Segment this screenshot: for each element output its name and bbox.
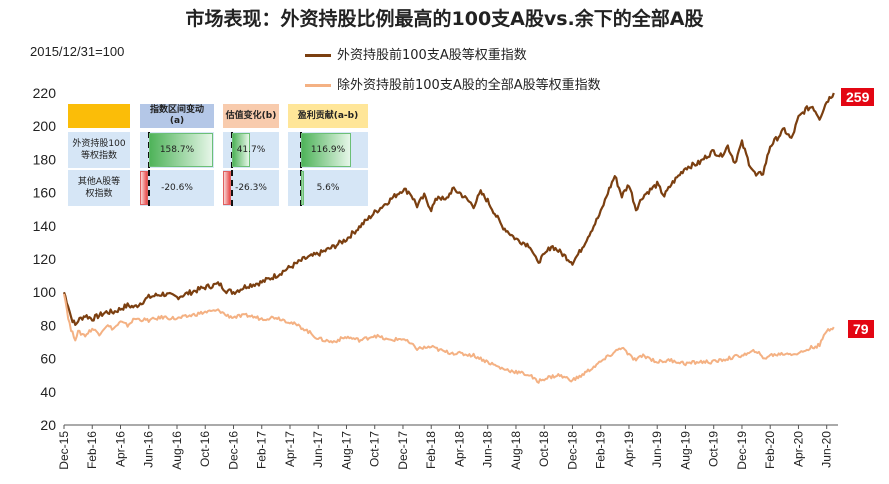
table-bar-other-b (223, 171, 231, 205)
table-cell-foreign-b: 41.7% (223, 132, 279, 168)
x-tick-label: Dec-16 (226, 431, 240, 470)
y-tick-label: 60 (40, 351, 56, 367)
table-value-other-ab: 5.6% (316, 183, 340, 193)
series-line-other-a-shares (63, 293, 835, 384)
x-tick-label: Jun-19 (650, 431, 664, 468)
y-tick-label: 100 (33, 284, 57, 300)
table-bar-foreign-b (232, 133, 250, 167)
x-tick-label: Dec-19 (735, 431, 749, 470)
table-header-a: 指数区间变动 (a) (140, 104, 214, 128)
x-tick-label: Dec-18 (565, 431, 579, 470)
x-tick-label: Jun-18 (481, 431, 495, 468)
y-tick-label: 40 (40, 384, 56, 400)
table-value-other-a: -20.6% (161, 183, 193, 193)
table-cell-other-ab: 5.6% (288, 170, 368, 206)
y-tick-label: 140 (33, 218, 57, 234)
table-header-b: 估值变化(b) (223, 104, 279, 128)
x-tick-label: Aug-19 (678, 431, 692, 470)
x-tick-label: Feb-20 (763, 431, 777, 469)
x-tick-label: Apr-16 (113, 431, 127, 467)
table-value-foreign-b: 41.7% (236, 145, 266, 155)
legend-item-series1: 外资持股前100支A股等权重指数 (305, 44, 527, 63)
y-tick-label: 80 (40, 317, 56, 333)
x-tick-label: Feb-19 (594, 431, 608, 469)
table-row-label-other: 其他A股等 权指数 (68, 170, 130, 206)
y-tick-label: 220 (33, 85, 57, 101)
table-cell-foreign-a: 158.7% (140, 132, 214, 168)
x-tick-label: Feb-18 (424, 431, 438, 469)
chart-title: 市场表现：外资持股比例最高的100支A股vs.余下的全部A股 (185, 8, 704, 30)
table-bar-other-ab (301, 171, 304, 205)
y-tick-label: 120 (33, 251, 57, 267)
x-tick-label: Oct-19 (707, 431, 721, 467)
x-tick-label: Apr-19 (622, 431, 636, 467)
x-tick-label: Apr-17 (283, 431, 297, 467)
legend-label-series1: 外资持股前100支A股等权重指数 (337, 48, 527, 63)
table-corner-cell (68, 104, 130, 128)
table-value-other-b: -26.3% (235, 183, 267, 193)
table-value-foreign-a: 158.7% (159, 145, 195, 155)
x-tick-label: Oct-17 (368, 431, 382, 467)
y-tick-label: 20 (40, 417, 56, 433)
series-line-foreign-top100 (62, 92, 835, 326)
x-tick-label: Apr-20 (791, 431, 805, 467)
x-tick-label: Aug-16 (170, 431, 184, 470)
x-tick-label: Jun-20 (820, 431, 834, 468)
x-tick-label: Feb-17 (255, 431, 269, 469)
table-cell-foreign-ab: 116.9% (288, 132, 368, 168)
x-tick-label: Oct-16 (198, 431, 212, 467)
y-tick-label: 200 (33, 118, 57, 134)
end-value-badge-series1: 259 (841, 88, 875, 106)
x-tick-label: Oct-18 (537, 431, 551, 467)
table-header-ab: 盈利贡献(a-b) (288, 104, 368, 128)
x-tick-label: Dec-15 (57, 431, 71, 470)
x-tick-label: Jun-16 (142, 431, 156, 468)
table-cell-other-a: -20.6% (140, 170, 214, 206)
x-tick-label: Dec-17 (396, 431, 410, 470)
table-cell-other-b: -26.3% (223, 170, 279, 206)
base-date-label: 2015/12/31=100 (30, 44, 125, 59)
end-value-badge-series2: 79 (848, 320, 874, 338)
table-row-label-foreign: 外资持股100 等权指数 (68, 132, 130, 168)
x-tick-label: Feb-16 (85, 431, 99, 469)
x-tick-label: Jun-17 (311, 431, 325, 468)
y-tick-label: 160 (33, 185, 57, 201)
table-value-foreign-ab: 116.9% (310, 145, 346, 155)
x-tick-label: Aug-18 (509, 431, 523, 470)
x-tick-label: Apr-18 (452, 431, 466, 467)
x-tick-label: Aug-17 (339, 431, 353, 470)
table-bar-foreign-a (149, 133, 213, 167)
y-tick-label: 180 (33, 151, 57, 167)
legend-swatch-series1 (305, 54, 331, 57)
legend-label-series2: 除外资持股前100支A股的全部A股等权重指数 (337, 78, 601, 93)
legend-item-series2: 除外资持股前100支A股的全部A股等权重指数 (305, 74, 601, 93)
table-bar-foreign-ab (301, 133, 351, 167)
table-bar-other-a (140, 171, 148, 205)
legend-swatch-series2 (305, 84, 331, 87)
